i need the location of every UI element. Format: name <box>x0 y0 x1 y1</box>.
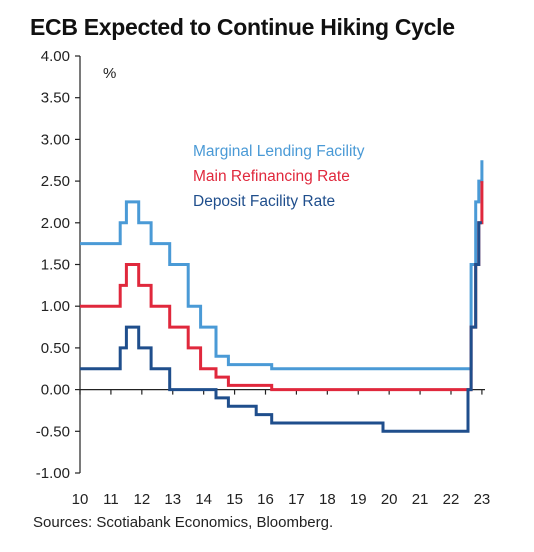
y-tick-label: 0.50 <box>41 340 70 357</box>
x-tick-label: 16 <box>257 491 274 508</box>
y-axis-unit-label: % <box>103 65 116 82</box>
x-tick-label: 18 <box>319 491 336 508</box>
source-note: Sources: Scotiabank Economics, Bloomberg… <box>33 514 334 531</box>
x-tick-label: 12 <box>133 491 150 508</box>
series-line <box>80 221 482 433</box>
x-tick-label: 13 <box>164 491 181 508</box>
x-tick-label: 15 <box>226 491 243 508</box>
x-tick-label: 10 <box>72 491 89 508</box>
axes: 4.00 3.50 3.00 2.50 2.00 1.50 1.00 0.50 0.00 -0.5… <box>36 48 490 508</box>
legend-entry: Deposit Facility Rate <box>193 193 335 210</box>
series-lines <box>80 160 484 433</box>
x-tick-label: 20 <box>381 491 398 508</box>
y-tick-label: 3.50 <box>41 90 70 107</box>
series-line <box>80 181 484 392</box>
x-tick-label: 19 <box>350 491 367 508</box>
y-tick-label: 4.00 <box>41 48 70 65</box>
y-tick-label: 2.50 <box>41 173 70 190</box>
y-tick-label: -0.50 <box>36 423 70 440</box>
legend-entry: Marginal Lending Facility <box>193 143 365 160</box>
x-tick-label: 11 <box>103 491 119 508</box>
y-tick-label: 1.50 <box>41 257 70 274</box>
x-tick-label: 22 <box>443 491 460 508</box>
x-tick-label: 14 <box>195 491 212 508</box>
series-line <box>80 160 484 371</box>
y-tick-label: -1.00 <box>36 465 70 482</box>
x-tick-label: 17 <box>288 491 305 508</box>
y-tick-label: 0.00 <box>41 382 70 399</box>
y-tick-label: 1.00 <box>41 298 70 315</box>
chart-title: ECB Expected to Continue Hiking Cycle <box>30 14 455 40</box>
y-tick-label: 2.00 <box>41 215 70 232</box>
x-tick-label: 21 <box>412 491 429 508</box>
legend-entry: Main Refinancing Rate <box>193 168 350 185</box>
x-tick-label: 23 <box>474 491 491 508</box>
y-tick-label: 3.00 <box>41 131 70 148</box>
legend: Marginal Lending Facility Main Refinancin… <box>193 143 365 210</box>
